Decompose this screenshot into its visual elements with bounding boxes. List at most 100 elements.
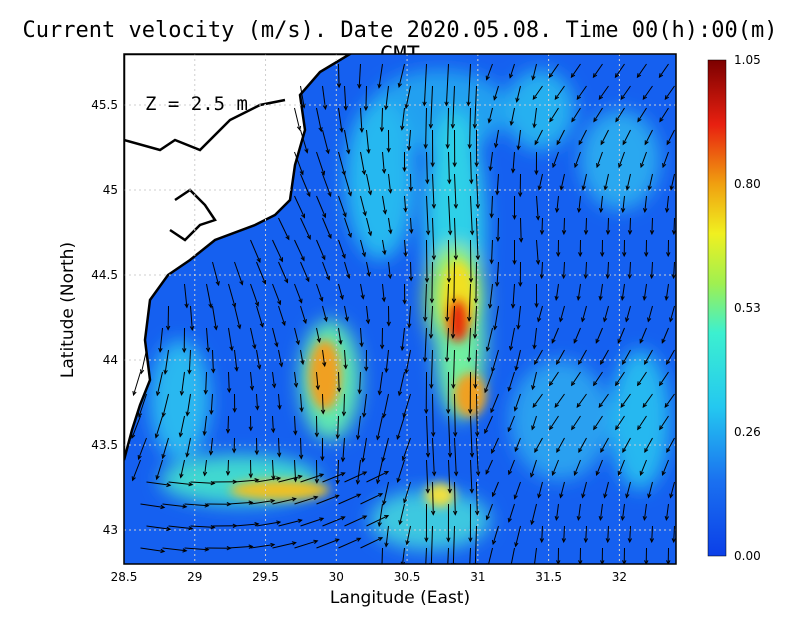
velocity-arrow-head xyxy=(179,473,184,479)
velocity-arrow xyxy=(492,525,499,545)
velocity-arrow xyxy=(278,217,290,240)
velocity-arrow xyxy=(599,283,603,300)
velocity-arrow xyxy=(322,305,327,322)
velocity-arrow-head xyxy=(362,515,368,520)
velocity-arrow-head xyxy=(428,123,434,129)
velocity-arrow-head xyxy=(447,230,453,236)
velocity-arrow xyxy=(581,305,587,322)
velocity-arrow xyxy=(470,151,472,184)
velocity-arrow xyxy=(338,537,361,549)
velocity-arrow-head xyxy=(158,347,163,353)
velocity-arrow-head xyxy=(319,517,325,522)
velocity-arrow xyxy=(585,261,587,279)
velocity-arrow-head xyxy=(367,231,373,237)
velocity-arrow-head xyxy=(484,428,489,435)
velocity-arrow xyxy=(294,327,300,345)
velocity-arrow-head xyxy=(270,498,276,504)
velocity-arrow xyxy=(272,542,296,549)
velocity-arrow xyxy=(430,305,433,338)
velocity-arrow xyxy=(401,327,405,351)
velocity-arrow-head xyxy=(620,295,625,301)
velocity-arrow xyxy=(556,129,565,145)
velocity-arrow-head xyxy=(355,435,361,441)
velocity-arrow xyxy=(184,283,188,308)
velocity-arrow-head xyxy=(407,323,412,329)
velocity-arrow-head xyxy=(376,435,381,441)
velocity-arrow xyxy=(278,349,283,367)
velocity-arrow-head xyxy=(485,346,491,352)
velocity-arrow xyxy=(146,525,171,530)
velocity-arrow-head xyxy=(549,425,554,431)
velocity-arrow-head xyxy=(166,482,172,488)
velocity-arrow-head xyxy=(637,425,642,431)
velocity-arrow-head xyxy=(495,190,500,196)
colorbar-tick-labels: 0.00 0.26 0.53 0.80 1.05 xyxy=(734,53,761,563)
velocity-arrow xyxy=(598,393,609,408)
velocity-arrow xyxy=(357,415,361,440)
velocity-arrow xyxy=(615,107,625,122)
velocity-arrow-head xyxy=(662,163,667,169)
velocity-arrow-head xyxy=(361,252,366,258)
velocity-arrow-head xyxy=(647,317,652,323)
velocity-arrow-head xyxy=(669,185,674,191)
velocity-arrow-head xyxy=(346,149,351,155)
velocity-arrow xyxy=(532,63,537,80)
velocity-arrow xyxy=(599,503,603,520)
velocity-arrow-head xyxy=(561,274,566,280)
velocity-arrow-head xyxy=(509,73,514,79)
velocity-arrow-head xyxy=(229,346,234,352)
velocity-arrow xyxy=(448,239,450,282)
velocity-arrow xyxy=(212,305,217,330)
velocity-arrow-head xyxy=(161,454,166,460)
velocity-arrow-head xyxy=(335,434,340,440)
velocity-arrow xyxy=(397,459,405,483)
velocity-arrow-head xyxy=(382,250,387,256)
velocity-arrow xyxy=(278,305,286,326)
velocity-arrow-head xyxy=(295,340,300,346)
y-tick-label: 43.5 xyxy=(91,438,118,452)
velocity-arrow-head xyxy=(466,357,472,363)
velocity-arrow-head xyxy=(166,526,172,532)
velocity-arrow-head xyxy=(445,144,450,150)
velocity-arrow xyxy=(190,305,193,330)
velocity-arrow-head xyxy=(475,204,481,210)
velocity-arrow-head xyxy=(404,103,409,110)
velocity-arrow-head xyxy=(423,144,428,150)
velocity-arrow xyxy=(316,494,339,505)
velocity-arrow xyxy=(538,173,543,190)
velocity-arrow-head xyxy=(131,476,136,482)
velocity-arrow xyxy=(578,195,581,212)
velocity-arrow xyxy=(452,525,455,564)
x-tick-label: 29 xyxy=(187,570,202,584)
velocity-arrow-head xyxy=(467,144,472,150)
velocity-arrow-head xyxy=(231,448,237,454)
velocity-arrow xyxy=(278,393,281,409)
velocity-arrow xyxy=(256,349,261,369)
velocity-arrow xyxy=(661,327,669,343)
velocity-arrow xyxy=(316,327,320,343)
velocity-arrow xyxy=(593,371,603,386)
velocity-arrow-head xyxy=(453,204,459,210)
velocity-arrow-head xyxy=(644,140,649,146)
velocity-arrow-head xyxy=(644,359,649,366)
velocity-arrow-head xyxy=(178,432,184,438)
velocity-arrow xyxy=(363,393,367,417)
velocity-arrow-head xyxy=(425,230,431,236)
velocity-arrow-head xyxy=(583,274,588,280)
velocity-arrow xyxy=(507,415,515,432)
velocity-arrow-head xyxy=(658,73,664,79)
velocity-arrow xyxy=(366,217,372,236)
velocity-arrow xyxy=(445,63,449,106)
velocity-arrow xyxy=(626,481,631,498)
velocity-arrow-head xyxy=(278,257,283,263)
velocity-arrow xyxy=(570,63,581,78)
velocity-arrow-head xyxy=(239,280,244,286)
velocity-arrow xyxy=(491,349,499,372)
velocity-arrow xyxy=(381,107,383,132)
velocity-arrow-head xyxy=(327,233,332,240)
velocity-arrow-head xyxy=(248,473,253,479)
velocity-arrow-head xyxy=(334,494,340,499)
velocity-arrow xyxy=(338,107,343,132)
velocity-arrow xyxy=(210,393,213,414)
velocity-arrow xyxy=(489,283,493,308)
